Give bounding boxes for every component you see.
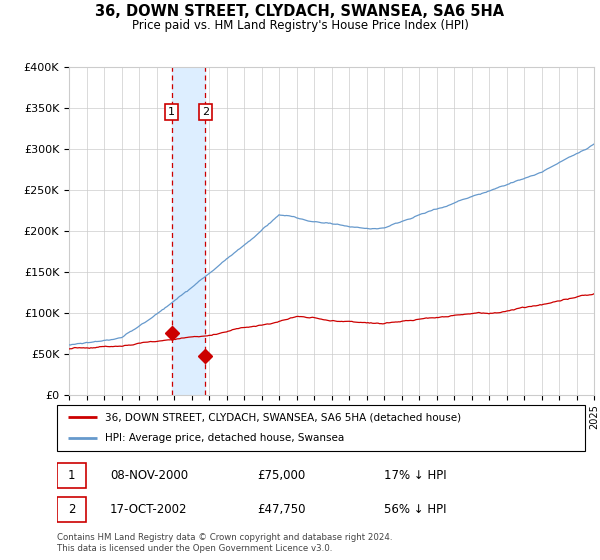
Text: 17% ↓ HPI: 17% ↓ HPI [385, 469, 447, 482]
Text: 1: 1 [68, 469, 75, 482]
FancyBboxPatch shape [57, 463, 86, 488]
Text: £47,750: £47,750 [257, 503, 306, 516]
Text: 2: 2 [68, 503, 75, 516]
Text: 08-NOV-2000: 08-NOV-2000 [110, 469, 188, 482]
Text: 56% ↓ HPI: 56% ↓ HPI [385, 503, 447, 516]
Text: Price paid vs. HM Land Registry's House Price Index (HPI): Price paid vs. HM Land Registry's House … [131, 19, 469, 32]
Text: 1: 1 [168, 108, 175, 117]
Text: HPI: Average price, detached house, Swansea: HPI: Average price, detached house, Swan… [104, 433, 344, 444]
Bar [172, 67, 205, 395]
FancyBboxPatch shape [57, 405, 585, 451]
Text: 36, DOWN STREET, CLYDACH, SWANSEA, SA6 5HA: 36, DOWN STREET, CLYDACH, SWANSEA, SA6 5… [95, 4, 505, 19]
Text: Contains HM Land Registry data © Crown copyright and database right 2024.
This d: Contains HM Land Registry data © Crown c… [57, 533, 392, 553]
Text: £75,000: £75,000 [257, 469, 306, 482]
Text: 36, DOWN STREET, CLYDACH, SWANSEA, SA6 5HA (detached house): 36, DOWN STREET, CLYDACH, SWANSEA, SA6 5… [104, 412, 461, 422]
Text: 17-OCT-2002: 17-OCT-2002 [110, 503, 187, 516]
FancyBboxPatch shape [57, 497, 86, 522]
Text: 2: 2 [202, 108, 209, 117]
